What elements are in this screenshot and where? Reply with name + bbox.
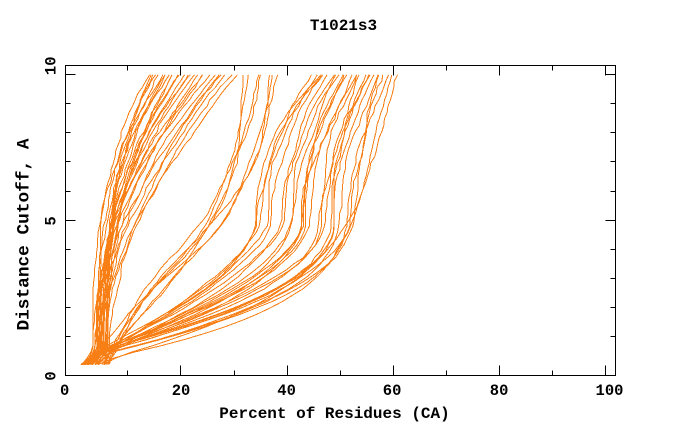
svg-text:T1021s3: T1021s3 — [310, 17, 377, 35]
svg-text:40: 40 — [277, 382, 296, 400]
svg-text:100: 100 — [596, 382, 624, 400]
svg-text:Percent of Residues (CA): Percent of Residues (CA) — [219, 405, 449, 423]
svg-text:0: 0 — [42, 371, 60, 380]
svg-text:5: 5 — [42, 216, 60, 225]
svg-text:Distance Cutoff, A: Distance Cutoff, A — [14, 138, 34, 330]
svg-text:20: 20 — [172, 382, 191, 400]
svg-text:10: 10 — [42, 56, 60, 75]
svg-text:0: 0 — [60, 382, 69, 400]
svg-text:80: 80 — [490, 382, 509, 400]
svg-text:60: 60 — [383, 382, 402, 400]
